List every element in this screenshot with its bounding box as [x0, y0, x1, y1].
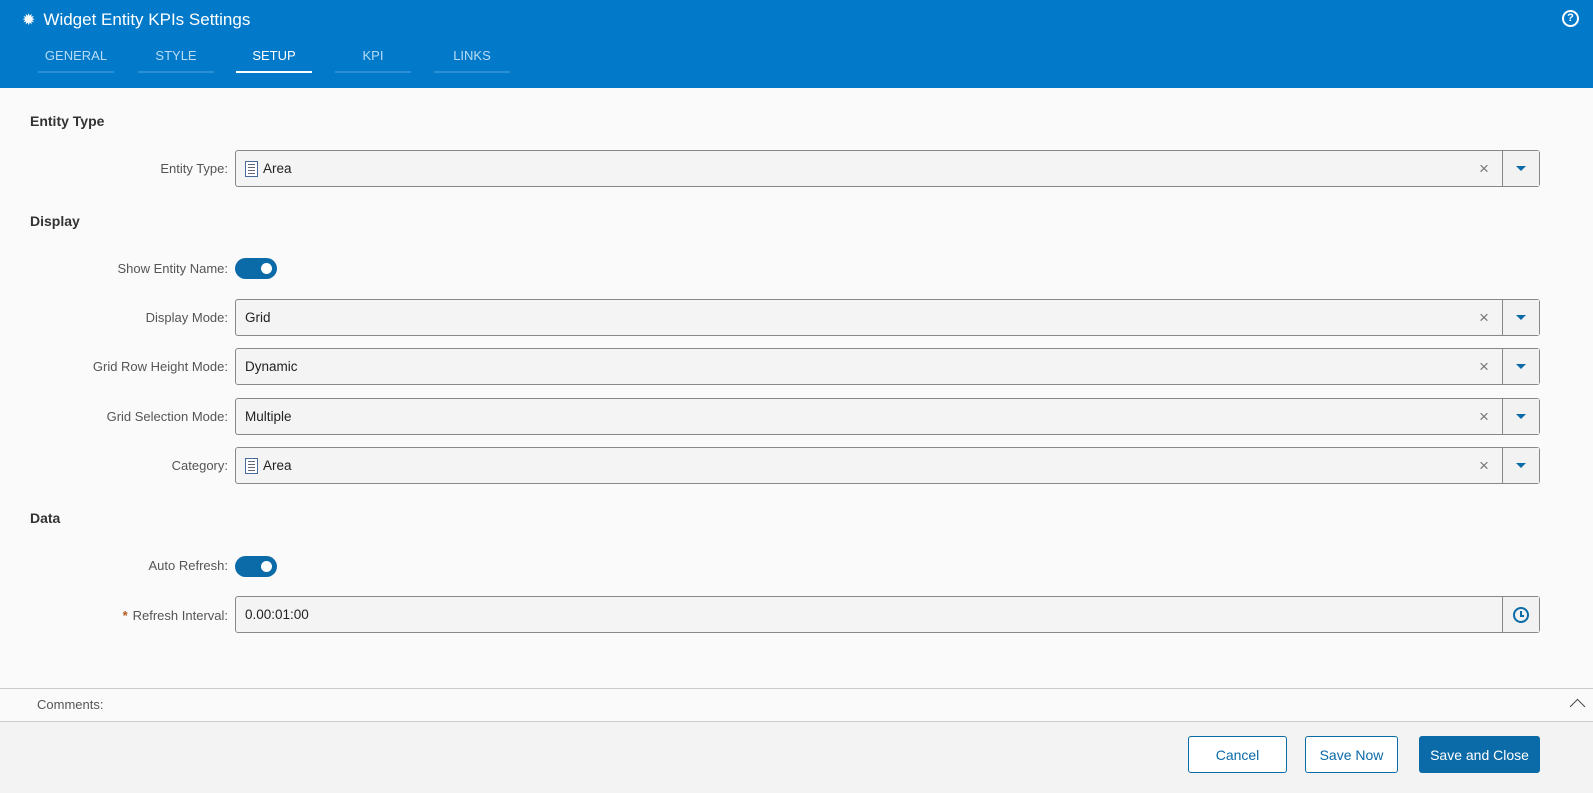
grid-selection-mode-select[interactable]: Multiple ×	[235, 398, 1540, 435]
category-select[interactable]: Area ×	[235, 447, 1540, 484]
dropdown-button[interactable]	[1502, 448, 1539, 483]
refresh-interval-label-text: Refresh Interval:	[132, 608, 228, 623]
cancel-button[interactable]: Cancel	[1188, 736, 1287, 773]
category-label: Category:	[171, 458, 228, 473]
auto-refresh-label: Auto Refresh:	[148, 558, 229, 573]
dialog-title: ✹ Widget Entity KPIs Settings	[22, 10, 250, 30]
caret-down-icon	[1516, 463, 1526, 468]
category-value: Area	[263, 458, 292, 473]
caret-down-icon	[1516, 315, 1526, 320]
dropdown-button[interactable]	[1502, 399, 1539, 434]
grid-selection-mode-value: Multiple	[245, 409, 292, 424]
comments-label: Comments:	[37, 697, 104, 712]
tab-style[interactable]: STYLE	[138, 46, 214, 73]
caret-down-icon	[1516, 414, 1526, 419]
tab-setup[interactable]: SETUP	[236, 46, 312, 73]
required-marker: *	[122, 608, 128, 623]
show-entity-name-toggle[interactable]	[235, 258, 277, 279]
display-mode-value: Grid	[245, 310, 271, 325]
tab-links[interactable]: LINKS	[434, 46, 510, 73]
grid-row-height-mode-select[interactable]: Dynamic ×	[235, 348, 1540, 385]
document-icon	[245, 160, 258, 177]
entity-type-label: Entity Type:	[160, 161, 228, 176]
help-icon[interactable]: ?	[1562, 10, 1579, 27]
clock-icon	[1513, 606, 1529, 623]
refresh-interval-input[interactable]: 0.00:01:00	[235, 596, 1540, 633]
title-text: Widget Entity KPIs Settings	[43, 10, 251, 29]
show-entity-name-label: Show Entity Name:	[117, 261, 228, 276]
clear-icon[interactable]: ×	[1479, 406, 1489, 426]
document-icon	[245, 457, 258, 474]
save-now-button[interactable]: Save Now	[1305, 736, 1398, 773]
chevron-up-icon[interactable]	[1569, 698, 1586, 715]
tab-kpi[interactable]: KPI	[335, 46, 411, 73]
save-and-close-button[interactable]: Save and Close	[1419, 736, 1540, 773]
time-picker-button[interactable]	[1502, 597, 1539, 632]
grid-row-height-mode-value: Dynamic	[245, 359, 298, 374]
refresh-interval-label: * Refresh Interval:	[0, 608, 228, 623]
header: ✹ Widget Entity KPIs Settings ? GENERAL …	[0, 0, 1593, 88]
clear-icon[interactable]: ×	[1479, 158, 1489, 178]
section-data: Data	[30, 510, 61, 526]
clear-icon[interactable]: ×	[1479, 307, 1489, 327]
grid-selection-mode-label: Grid Selection Mode:	[106, 409, 228, 424]
comments-bar[interactable]: Comments:	[0, 688, 1593, 722]
entity-type-value: Area	[263, 161, 292, 176]
clear-icon[interactable]: ×	[1479, 356, 1489, 376]
tab-general[interactable]: GENERAL	[38, 46, 114, 73]
dropdown-button[interactable]	[1502, 151, 1539, 186]
footer: Cancel Save Now Save and Close	[0, 722, 1593, 793]
gear-icon: ✹	[22, 12, 36, 29]
section-entity-type: Entity Type	[30, 113, 105, 129]
caret-down-icon	[1516, 166, 1526, 171]
section-display: Display	[30, 213, 80, 229]
auto-refresh-toggle[interactable]	[235, 556, 277, 577]
dropdown-button[interactable]	[1502, 349, 1539, 384]
display-mode-label: Display Mode:	[145, 310, 228, 325]
caret-down-icon	[1516, 364, 1526, 369]
grid-row-height-mode-label: Grid Row Height Mode:	[92, 359, 228, 374]
dropdown-button[interactable]	[1502, 300, 1539, 335]
clear-icon[interactable]: ×	[1479, 455, 1489, 475]
entity-type-select[interactable]: Area ×	[235, 150, 1540, 187]
display-mode-select[interactable]: Grid ×	[235, 299, 1540, 336]
refresh-interval-value: 0.00:01:00	[245, 607, 309, 622]
